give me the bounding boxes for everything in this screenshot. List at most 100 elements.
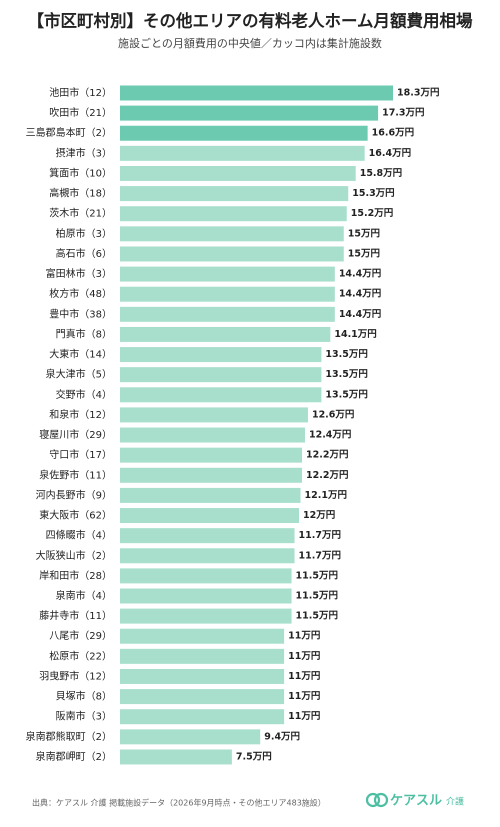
category-label: 泉南市（4） xyxy=(56,589,112,602)
value-label: 7.5万円 xyxy=(236,751,272,762)
category-label: 豊中市（38） xyxy=(49,307,112,320)
category-label: 大阪狭山市（2） xyxy=(36,549,112,562)
bar xyxy=(120,165,356,181)
bar xyxy=(120,125,368,141)
value-label: 17.3万円 xyxy=(382,108,424,119)
value-label: 12.2万円 xyxy=(306,470,348,481)
value-label: 11.7万円 xyxy=(299,530,341,541)
bar xyxy=(120,387,322,403)
bar xyxy=(120,105,379,121)
bar xyxy=(120,427,305,443)
category-label: 泉南郡熊取町（2） xyxy=(26,730,112,743)
source-note: 出典：ケアスル 介護 掲載施設データ（2026年9月時点・その他エリア483施設… xyxy=(32,798,326,808)
bar xyxy=(120,246,344,262)
logo-icon xyxy=(365,792,389,808)
bar xyxy=(120,407,308,423)
category-label: 和泉市（12） xyxy=(49,408,112,421)
bar xyxy=(120,367,322,383)
logo-text: ケアスル xyxy=(390,794,442,809)
value-label: 15.3万円 xyxy=(352,188,394,199)
category-label: 枚方市（48） xyxy=(49,287,112,300)
value-label: 16.4万円 xyxy=(369,148,411,159)
category-label: 箕面市（10） xyxy=(49,166,112,179)
bar xyxy=(120,548,295,564)
value-label: 15.8万円 xyxy=(360,168,402,179)
bar xyxy=(120,668,285,684)
category-label: 吹田市（21） xyxy=(49,106,112,119)
category-label: 高石市（6） xyxy=(56,247,112,260)
bar xyxy=(120,689,285,705)
value-label: 9.4万円 xyxy=(264,731,300,742)
category-label: 東大阪市（62） xyxy=(39,509,112,522)
value-label: 11万円 xyxy=(288,671,320,682)
value-label: 13.5万円 xyxy=(325,389,367,400)
category-label: 大東市（14） xyxy=(49,348,112,361)
value-label: 15万円 xyxy=(348,248,380,259)
bar xyxy=(120,186,349,202)
bar xyxy=(120,508,300,524)
value-label: 18.3万円 xyxy=(397,88,439,99)
value-label: 14.1万円 xyxy=(334,329,376,340)
category-label: 高槻市（18） xyxy=(49,187,112,200)
chart-subtitle: 施設ごとの月額費用の中央値／カッコ内は集計施設数 xyxy=(118,36,382,50)
category-label: 藤井寺市（11） xyxy=(39,609,112,622)
logo-sub: 介護 xyxy=(446,796,464,808)
category-label: 守口市（17） xyxy=(49,448,112,461)
category-label: 松原市（22） xyxy=(49,649,112,662)
category-label: 岸和田市（28） xyxy=(39,569,112,582)
category-label: 羽曳野市（12） xyxy=(39,669,112,682)
bar xyxy=(120,749,232,765)
value-label: 16.6万円 xyxy=(372,128,414,139)
bar xyxy=(120,648,285,664)
bar xyxy=(120,286,335,302)
bar xyxy=(120,447,302,463)
category-label: 摂津市（3） xyxy=(56,146,112,159)
bar xyxy=(120,487,301,503)
category-label: 四條畷市（4） xyxy=(46,529,112,542)
value-label: 11万円 xyxy=(288,711,320,722)
bar xyxy=(120,528,295,544)
bar xyxy=(120,729,261,745)
value-label: 14.4万円 xyxy=(339,309,381,320)
value-label: 11.7万円 xyxy=(299,550,341,561)
value-label: 12.2万円 xyxy=(306,450,348,461)
category-label: 富田林市（3） xyxy=(46,267,112,280)
bar xyxy=(120,145,365,161)
bar xyxy=(120,709,285,725)
value-label: 14.4万円 xyxy=(339,289,381,300)
value-label: 11万円 xyxy=(288,631,320,642)
value-label: 12.6万円 xyxy=(312,409,354,420)
category-label: 河内長野市（9） xyxy=(36,488,112,501)
category-label: 寝屋川市（29） xyxy=(39,428,112,441)
value-label: 11.5万円 xyxy=(296,591,338,602)
bar xyxy=(120,226,344,242)
value-label: 12.1万円 xyxy=(305,490,347,501)
value-label: 11万円 xyxy=(288,651,320,662)
bar xyxy=(120,306,335,322)
value-label: 11万円 xyxy=(288,691,320,702)
category-label: 交野市（4） xyxy=(56,388,112,401)
category-label: 八尾市（29） xyxy=(49,629,112,642)
bar xyxy=(120,568,292,584)
bar xyxy=(120,347,322,363)
category-label: 柏原市（3） xyxy=(56,227,112,240)
chart-title: 【市区町村別】その他エリアの有料老人ホーム月額費用相場 xyxy=(27,11,473,31)
value-label: 11.5万円 xyxy=(296,570,338,581)
category-label: 阪南市（3） xyxy=(56,710,112,723)
bar xyxy=(120,588,292,604)
bar xyxy=(120,467,302,483)
category-label: 泉大津市（5） xyxy=(46,368,112,381)
value-label: 13.5万円 xyxy=(325,349,367,360)
bar xyxy=(120,266,335,282)
value-label: 12.4万円 xyxy=(309,430,351,441)
category-label: 門真市（8） xyxy=(56,327,112,340)
bar xyxy=(120,326,331,342)
category-label: 泉佐野市（11） xyxy=(39,468,112,481)
value-label: 11.5万円 xyxy=(296,611,338,622)
value-label: 14.4万円 xyxy=(339,269,381,280)
category-label: 三島郡島本町（2） xyxy=(26,126,112,139)
category-label: 池田市（12） xyxy=(49,86,112,99)
value-label: 12万円 xyxy=(303,510,335,521)
bar xyxy=(120,206,347,222)
